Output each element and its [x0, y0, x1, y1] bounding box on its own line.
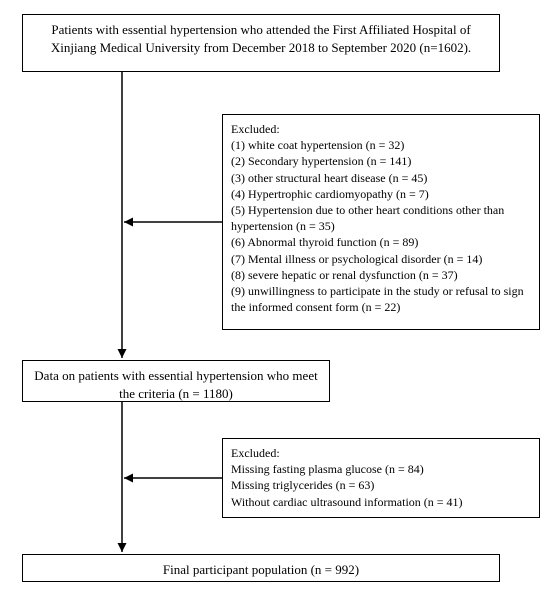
- flow-node-final-text: Final participant population (n = 992): [163, 562, 359, 577]
- flow-node-criteria: Data on patients with essential hyperten…: [22, 360, 330, 402]
- excluded1-item-8: (9) unwillingness to participate in the …: [231, 283, 531, 315]
- flow-node-excluded-1: Excluded: (1) white coat hypertension (n…: [222, 114, 540, 330]
- flow-node-final: Final participant population (n = 992): [22, 554, 500, 582]
- excluded2-item-2: Without cardiac ultrasound information (…: [231, 494, 531, 510]
- flow-node-excluded-2: Excluded: Missing fasting plasma glucose…: [222, 438, 540, 518]
- excluded1-header: Excluded:: [231, 121, 531, 137]
- excluded1-item-3: (4) Hypertrophic cardiomyopathy (n = 7): [231, 186, 531, 202]
- excluded2-item-1: Missing triglycerides (n = 63): [231, 477, 531, 493]
- excluded1-item-5: (6) Abnormal thyroid function (n = 89): [231, 234, 531, 250]
- flow-node-start: Patients with essential hypertension who…: [22, 14, 500, 72]
- excluded1-item-2: (3) other structural heart disease (n = …: [231, 170, 531, 186]
- excluded2-header: Excluded:: [231, 445, 531, 461]
- excluded1-item-4: (5) Hypertension due to other heart cond…: [231, 202, 531, 234]
- excluded1-item-6: (7) Mental illness or psychological diso…: [231, 251, 531, 267]
- flow-node-start-text: Patients with essential hypertension who…: [51, 22, 471, 55]
- flow-node-criteria-text: Data on patients with essential hyperten…: [34, 368, 317, 401]
- excluded1-item-0: (1) white coat hypertension (n = 32): [231, 137, 531, 153]
- excluded1-item-7: (8) severe hepatic or renal dysfunction …: [231, 267, 531, 283]
- excluded2-item-0: Missing fasting plasma glucose (n = 84): [231, 461, 531, 477]
- excluded1-item-1: (2) Secondary hypertension (n = 141): [231, 153, 531, 169]
